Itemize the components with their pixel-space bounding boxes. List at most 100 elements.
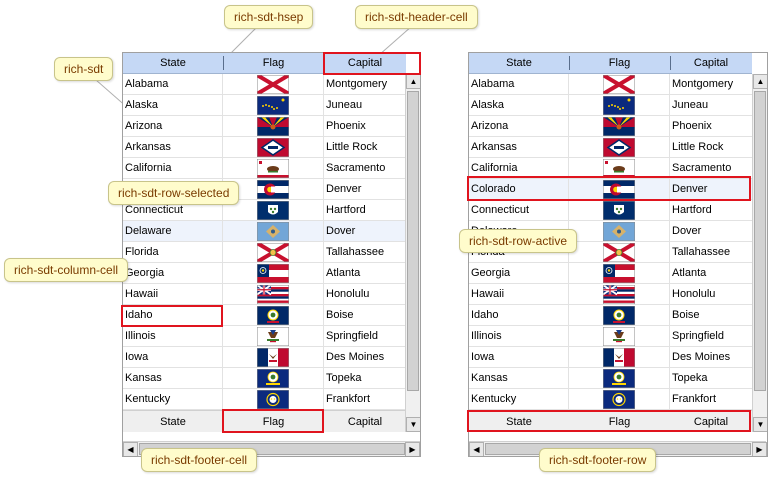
cell-flag[interactable] xyxy=(223,347,324,367)
cell-capital[interactable]: Des Moines xyxy=(326,351,385,363)
cell-flag[interactable] xyxy=(223,368,324,388)
cell-flag[interactable] xyxy=(223,179,324,199)
cell-flag[interactable] xyxy=(569,158,670,178)
cell-flag[interactable] xyxy=(223,221,324,241)
cell-flag[interactable] xyxy=(569,95,670,115)
vertical-scroll-thumb[interactable] xyxy=(407,91,419,391)
cell-flag[interactable] xyxy=(569,263,670,283)
table-row[interactable]: Kansas Topeka xyxy=(123,368,406,389)
cell-state[interactable]: Arkansas xyxy=(469,137,569,157)
cell-flag[interactable] xyxy=(223,158,324,178)
cell-capital[interactable]: Boise xyxy=(672,309,700,321)
table-row[interactable]: Iowa Des Moines xyxy=(123,347,406,368)
cell-state[interactable]: Alabama xyxy=(123,74,223,94)
cell-capital[interactable]: Dover xyxy=(326,225,356,237)
cell-capital[interactable]: Juneau xyxy=(672,99,709,111)
cell-capital[interactable]: Boise xyxy=(326,309,354,321)
cell-flag[interactable] xyxy=(569,179,670,199)
scroll-right-button[interactable]: ▶ xyxy=(405,442,420,456)
vertical-scroll-thumb[interactable] xyxy=(754,91,766,391)
header-cell-flag[interactable]: Flag xyxy=(262,57,285,69)
scroll-left-button[interactable]: ◀ xyxy=(123,442,138,456)
table-row[interactable]: Idaho Boise xyxy=(469,305,752,326)
cell-state[interactable]: Alaska xyxy=(123,95,223,115)
table-row[interactable]: Connecticut Hartford xyxy=(123,200,406,221)
cell-state[interactable]: Hawaii xyxy=(123,284,223,304)
vertical-scrollbar[interactable]: ▲ ▼ xyxy=(405,74,420,432)
cell-flag[interactable] xyxy=(569,347,670,367)
horizontal-scrollbar[interactable]: ◀ ▶ xyxy=(123,441,420,456)
scroll-down-button[interactable]: ▼ xyxy=(753,417,767,432)
cell-state[interactable]: Arkansas xyxy=(123,137,223,157)
cell-capital[interactable]: Juneau xyxy=(326,99,363,111)
cell-flag[interactable] xyxy=(569,74,670,94)
vertical-scrollbar[interactable]: ▲ ▼ xyxy=(752,74,767,432)
cell-state[interactable]: Illinois xyxy=(123,326,223,346)
table-row[interactable]: Illinois Springfield xyxy=(123,326,406,347)
table-row[interactable]: Kansas Topeka xyxy=(469,368,752,389)
cell-state[interactable]: Georgia xyxy=(469,263,569,283)
cell-state[interactable]: Arizona xyxy=(123,116,223,136)
table-row[interactable]: Kentucky Frankfort xyxy=(123,389,406,410)
cell-state[interactable]: Iowa xyxy=(469,347,569,367)
cell-flag[interactable] xyxy=(223,263,324,283)
cell-state[interactable]: Kansas xyxy=(469,368,569,388)
cell-state[interactable]: Iowa xyxy=(123,347,223,367)
cell-capital[interactable]: Montgomery xyxy=(672,78,734,90)
cell-capital[interactable]: Tallahassee xyxy=(672,246,731,258)
header-separator[interactable] xyxy=(670,56,671,70)
cell-capital[interactable]: Sacramento xyxy=(672,162,732,174)
cell-state[interactable]: Colorado xyxy=(469,179,569,199)
cell-capital[interactable]: Frankfort xyxy=(326,393,371,405)
cell-capital[interactable]: Phoenix xyxy=(672,120,712,132)
table-row[interactable]: California Sacramento xyxy=(469,158,752,179)
cell-state[interactable]: California xyxy=(469,158,569,178)
table-row[interactable]: Georgia Atlanta xyxy=(123,263,406,284)
cell-flag[interactable] xyxy=(569,368,670,388)
cell-capital[interactable]: Montgomery xyxy=(326,78,388,90)
table-row[interactable]: Arkansas Little Rock xyxy=(123,137,406,158)
cell-capital[interactable]: Hartford xyxy=(326,204,366,216)
cell-capital[interactable]: Topeka xyxy=(672,372,708,384)
cell-capital[interactable]: Topeka xyxy=(326,372,362,384)
table-row[interactable]: Arizona Phoenix xyxy=(123,116,406,137)
cell-flag[interactable] xyxy=(569,284,670,304)
table-row[interactable]: Alabama Montgomery xyxy=(469,74,752,95)
cell-capital[interactable]: Denver xyxy=(672,183,708,195)
header-cell-flag[interactable]: Flag xyxy=(608,57,631,69)
cell-flag[interactable] xyxy=(569,326,670,346)
cell-flag[interactable] xyxy=(223,326,324,346)
scroll-up-button[interactable]: ▲ xyxy=(753,74,767,89)
table-row[interactable]: Idaho Boise xyxy=(123,305,406,326)
cell-flag[interactable] xyxy=(569,242,670,262)
header-separator[interactable] xyxy=(569,56,570,70)
cell-flag[interactable] xyxy=(223,284,324,304)
cell-capital[interactable]: Little Rock xyxy=(326,141,378,153)
cell-flag[interactable] xyxy=(223,389,324,409)
cell-state[interactable]: Illinois xyxy=(469,326,569,346)
cell-flag[interactable] xyxy=(569,221,670,241)
table-row[interactable]: Iowa Des Moines xyxy=(469,347,752,368)
scroll-down-button[interactable]: ▼ xyxy=(406,417,420,432)
cell-capital[interactable]: Dover xyxy=(672,225,702,237)
cell-capital[interactable]: Springfield xyxy=(326,330,378,342)
cell-flag[interactable] xyxy=(223,242,324,262)
header-cell-capital[interactable]: Capital xyxy=(347,57,383,69)
cell-capital[interactable]: Sacramento xyxy=(326,162,386,174)
cell-state[interactable]: Kentucky xyxy=(469,389,569,409)
cell-state[interactable]: Alabama xyxy=(469,74,569,94)
data-table-left[interactable]: State Flag Capital Alabama Montgomery Alas… xyxy=(122,52,421,457)
cell-capital[interactable]: Hartford xyxy=(672,204,712,216)
cell-flag[interactable] xyxy=(223,116,324,136)
cell-capital[interactable]: Denver xyxy=(326,183,362,195)
header-separator[interactable] xyxy=(223,56,224,70)
cell-state[interactable]: Connecticut xyxy=(469,200,569,220)
cell-state[interactable]: Kentucky xyxy=(123,389,223,409)
cell-capital[interactable]: Phoenix xyxy=(326,120,366,132)
scroll-right-button[interactable]: ▶ xyxy=(752,442,767,456)
cell-state[interactable]: Florida xyxy=(123,242,223,262)
cell-state[interactable]: Arizona xyxy=(469,116,569,136)
cell-capital[interactable]: Honolulu xyxy=(672,288,716,300)
cell-state[interactable]: Georgia xyxy=(123,263,223,283)
table-row[interactable]: Kentucky Frankfort xyxy=(469,389,752,410)
